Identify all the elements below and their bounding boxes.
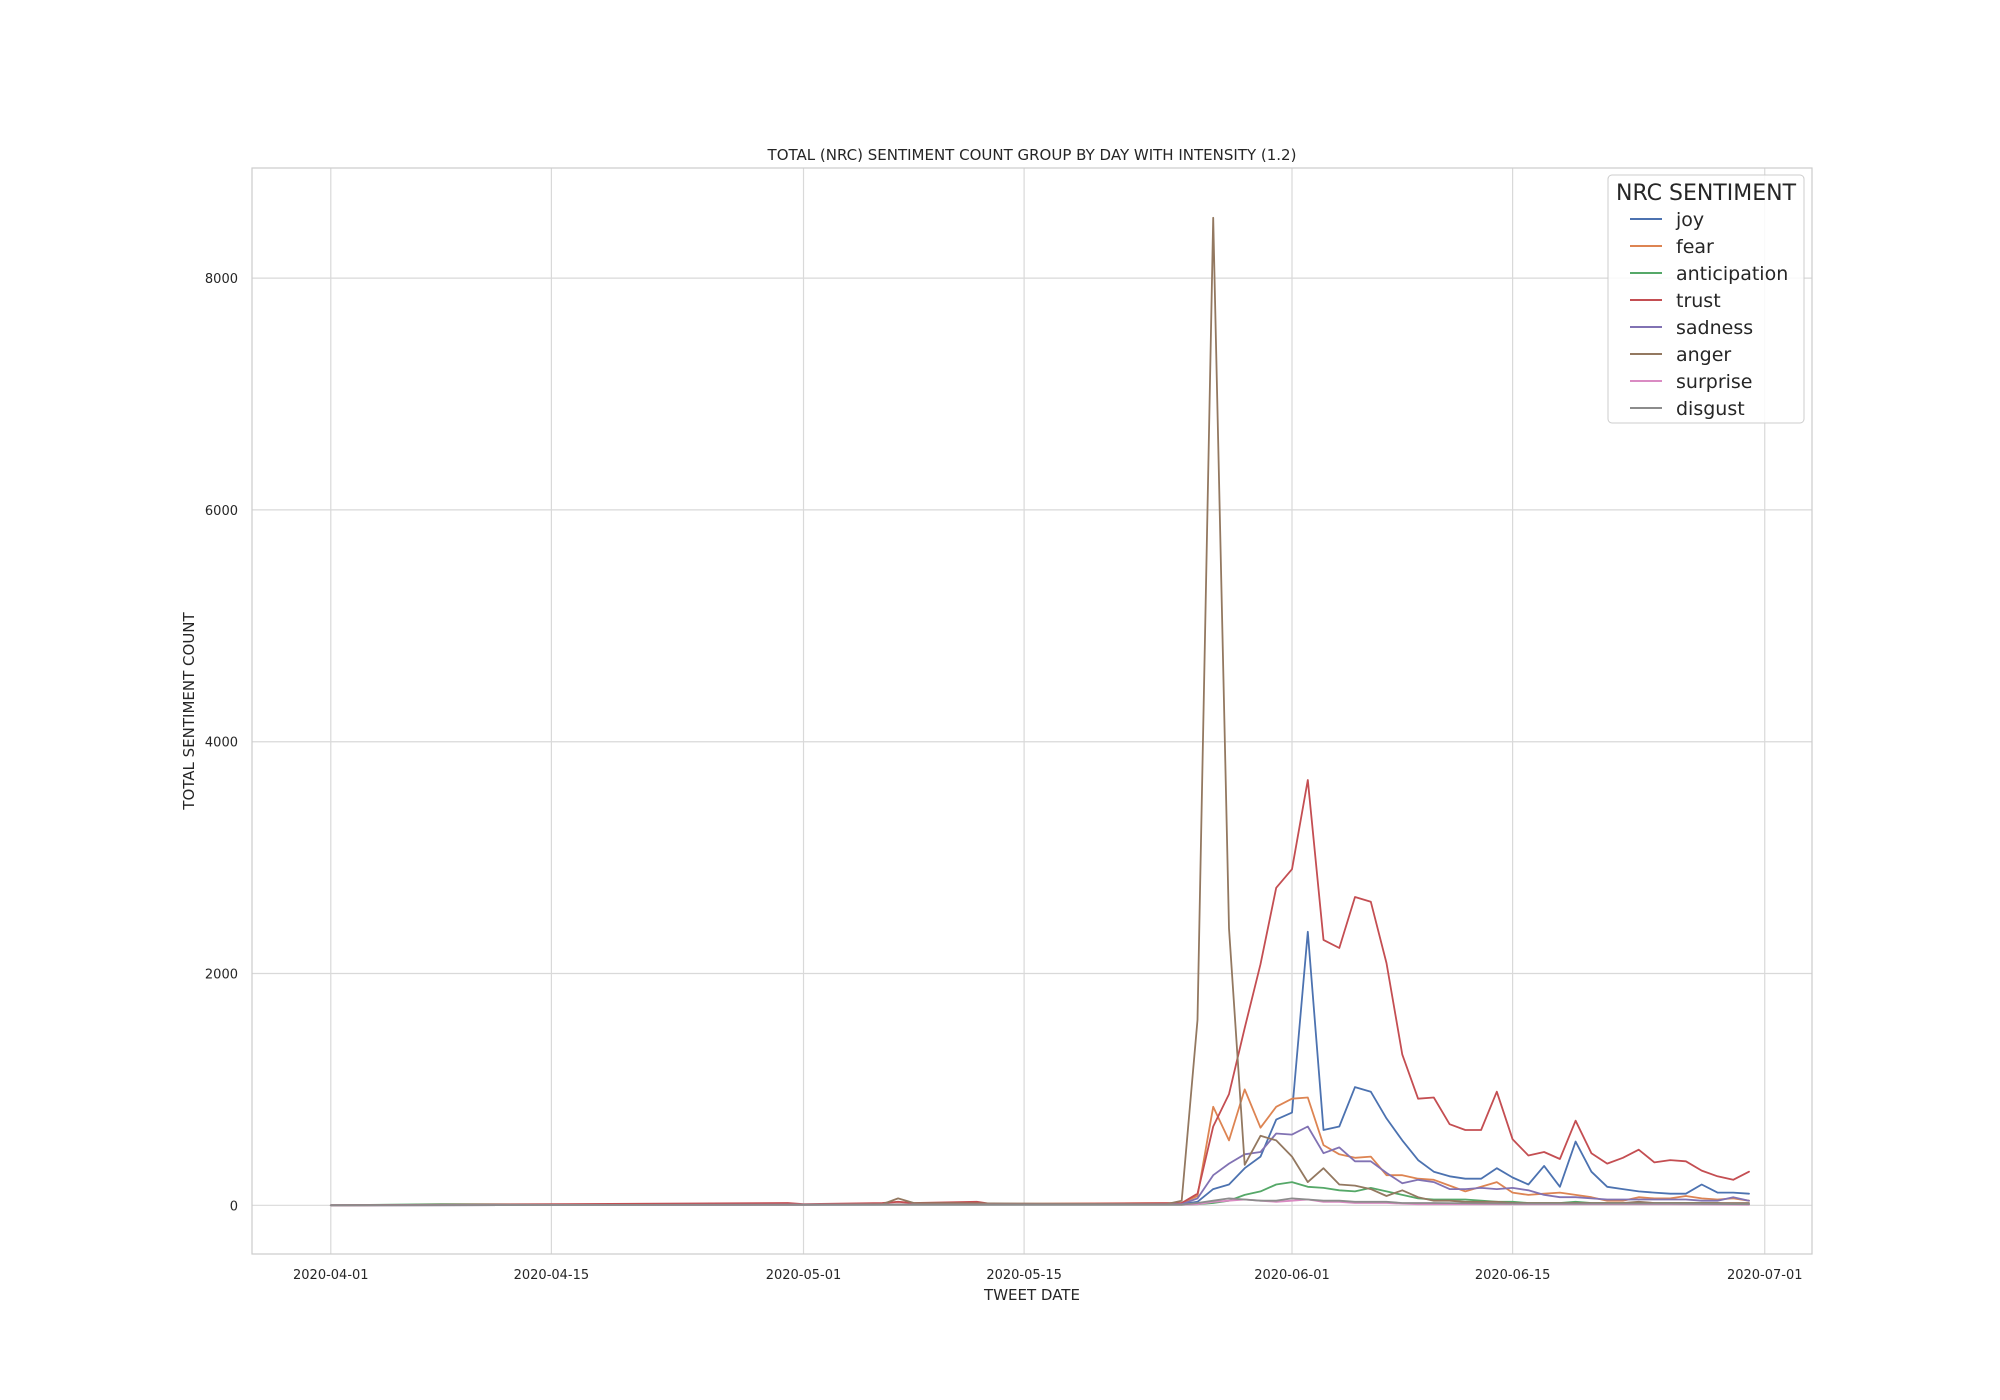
x-tick-label: 2020-04-15 xyxy=(514,1268,590,1283)
plot-frame xyxy=(251,167,1813,1255)
y-tick-label: 2000 xyxy=(205,968,238,983)
series-line-anger xyxy=(329,216,1750,1207)
legend-title: NRC SENTIMENT xyxy=(1616,181,1797,206)
y-tick-labels: 0 2000 4000 6000 8000 xyxy=(205,272,238,1214)
x-tick-label: 2020-05-01 xyxy=(766,1268,842,1283)
legend-label: joy xyxy=(1675,209,1704,231)
y-tick-label: 6000 xyxy=(205,504,238,519)
series-lines xyxy=(329,216,1750,1207)
legend-item-trust: trust xyxy=(1630,290,1721,312)
legend-label: fear xyxy=(1676,236,1714,258)
legend-item-joy: joy xyxy=(1630,209,1704,231)
legend-box xyxy=(1607,174,1805,424)
x-tick-label: 2020-05-15 xyxy=(986,1268,1062,1283)
series-line-surprise xyxy=(329,1198,1750,1207)
legend-label: anger xyxy=(1676,344,1731,366)
x-axis-label: TWEET DATE xyxy=(983,1286,1080,1304)
y-tick-label: 4000 xyxy=(205,736,238,751)
y-axis-label: TOTAL SENTIMENT COUNT xyxy=(180,611,198,810)
legend-label: sadness xyxy=(1676,317,1753,339)
legend-label: disgust xyxy=(1676,398,1745,420)
series-line-trust xyxy=(329,779,1750,1207)
x-tick-label: 2020-07-01 xyxy=(1727,1268,1803,1283)
legend-item-anticipation: anticipation xyxy=(1630,263,1788,285)
legend-label: anticipation xyxy=(1676,263,1788,285)
grid xyxy=(252,168,1812,1254)
x-tick-label: 2020-04-01 xyxy=(293,1268,369,1283)
x-tick-label: 2020-06-15 xyxy=(1475,1268,1551,1283)
series-line-sadness xyxy=(329,1125,1750,1207)
legend-item-fear: fear xyxy=(1630,236,1714,258)
legend-item-sadness: sadness xyxy=(1630,317,1753,339)
legend-item-anger: anger xyxy=(1630,344,1731,366)
y-tick-label: 0 xyxy=(230,1199,238,1214)
x-tick-labels: 2020-04-01 2020-04-15 2020-05-01 2020-05-15… xyxy=(293,1268,1803,1283)
x-tick-label: 2020-06-01 xyxy=(1254,1268,1330,1283)
series-line-joy xyxy=(329,930,1750,1207)
series-line-disgust xyxy=(329,1197,1750,1207)
chart-title: TOTAL (NRC) SENTIMENT COUNT GROUP BY DAY… xyxy=(767,146,1297,164)
y-tick-label: 8000 xyxy=(205,272,238,287)
legend-item-surprise: surprise xyxy=(1630,371,1753,393)
legend: NRC SENTIMENT joy fear anticipation trust sa… xyxy=(1607,174,1805,424)
legend-item-disgust: disgust xyxy=(1630,398,1745,420)
series-line-fear xyxy=(329,1088,1750,1207)
legend-label: surprise xyxy=(1676,371,1753,393)
legend-items: joy fear anticipation trust sadness anger surp… xyxy=(1630,209,1788,420)
legend-label: trust xyxy=(1676,290,1721,312)
